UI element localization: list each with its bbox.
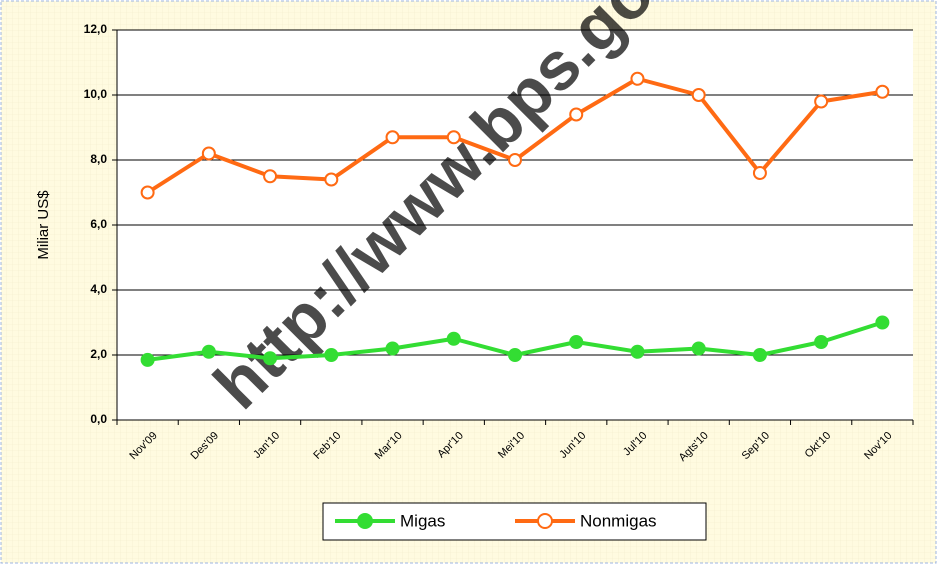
data-point [263,351,278,366]
data-point [263,169,278,184]
data-point [752,348,767,362]
y-tick-label: 4,0 [90,282,107,296]
data-point [140,185,155,200]
y-tick-label: 8,0 [90,152,107,166]
y-tick-label: 0,0 [90,412,107,426]
data-point [140,352,155,367]
data-point [691,88,706,102]
data-point [691,341,706,356]
legend-label: Migas [400,511,445,530]
data-point [569,107,584,122]
data-point [630,344,645,359]
data-point [569,335,584,349]
data-point [446,331,461,346]
legend-label: Nonmigas [580,511,657,530]
data-point [508,348,522,362]
data-point [630,71,645,86]
data-point [814,94,829,109]
data-point [385,341,400,356]
data-point [814,335,829,349]
data-point [508,153,522,167]
data-point [385,130,400,145]
y-axis-label: Miliar US$ [35,190,52,260]
y-tick-label: 2,0 [90,347,107,361]
legend-marker [537,513,553,529]
y-tick-label: 10,0 [84,87,108,101]
legend [322,502,707,541]
data-point [875,84,890,99]
data-point [201,344,216,359]
data-point [324,172,339,187]
y-tick-label: 12,0 [84,22,108,36]
data-point [201,146,216,161]
data-point [875,315,890,330]
data-point [446,130,461,145]
data-point [324,348,339,362]
legend-marker [357,513,373,529]
y-tick-label: 6,0 [90,217,107,231]
data-point [752,166,767,180]
